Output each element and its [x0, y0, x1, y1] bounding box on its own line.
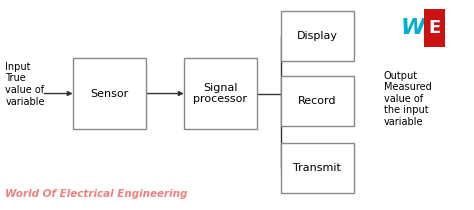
Bar	[424, 9, 446, 47]
Text: Sensor: Sensor	[90, 89, 128, 98]
Text: World Of Electrical Engineering: World Of Electrical Engineering	[5, 189, 188, 199]
Bar	[73, 58, 146, 129]
Text: E: E	[428, 19, 441, 37]
Bar	[281, 11, 354, 61]
Bar	[281, 143, 354, 193]
Text: Input
True
value of
variable: Input True value of variable	[5, 62, 45, 106]
Bar	[184, 58, 257, 129]
Text: Signal
processor: Signal processor	[193, 83, 247, 104]
Text: Transmit: Transmit	[293, 163, 341, 173]
Text: Record: Record	[298, 96, 337, 106]
Text: Display: Display	[297, 31, 338, 41]
Text: Output
Measured
value of
the input
variable: Output Measured value of the input varia…	[383, 71, 431, 127]
Bar	[281, 76, 354, 126]
Text: W: W	[401, 18, 426, 38]
